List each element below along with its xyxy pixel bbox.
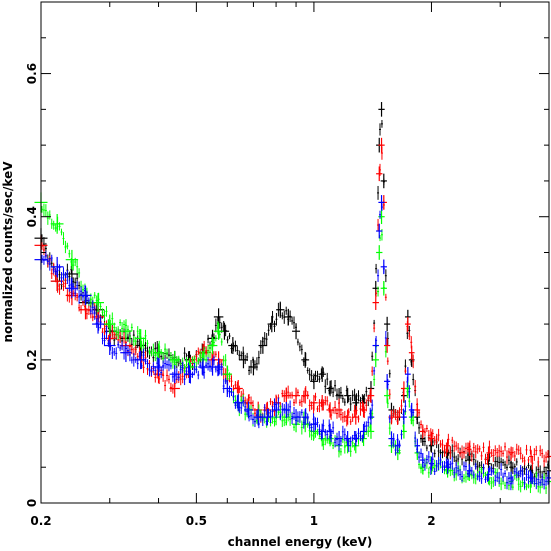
axis-tick-labels: 0.2 0.5 1 2 0 0.2 0.4 0.6 bbox=[25, 63, 436, 528]
y-tick-label: 0.4 bbox=[25, 206, 39, 227]
x-axis-label: channel energy (keV) bbox=[228, 535, 373, 549]
y-axis-label: normalized counts/sec/keV bbox=[1, 161, 15, 343]
y-tick-label: 0 bbox=[25, 499, 39, 507]
x-tick-label: 2 bbox=[427, 514, 435, 528]
data-series bbox=[34, 195, 551, 491]
data-series-layer bbox=[34, 102, 551, 495]
data-series bbox=[34, 137, 551, 470]
axis-ticks bbox=[40, 1, 550, 504]
y-tick-label: 0.2 bbox=[25, 349, 39, 370]
x-tick-label: 1 bbox=[310, 514, 318, 528]
x-tick-label: 0.5 bbox=[186, 514, 207, 528]
x-tick-label: 0.2 bbox=[30, 514, 51, 528]
y-tick-label: 0.6 bbox=[25, 63, 39, 84]
